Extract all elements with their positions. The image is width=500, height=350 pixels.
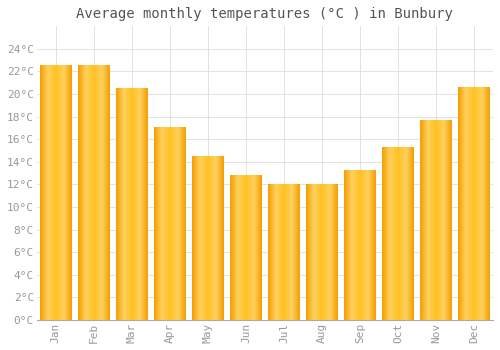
Bar bbox=[40, 66, 72, 320]
Bar bbox=[78, 66, 110, 320]
Bar bbox=[268, 184, 300, 320]
Bar bbox=[420, 120, 452, 320]
Bar bbox=[458, 87, 490, 320]
Bar bbox=[344, 171, 376, 320]
Bar bbox=[154, 128, 186, 320]
Bar bbox=[382, 147, 414, 320]
Bar bbox=[192, 156, 224, 320]
Bar bbox=[306, 184, 338, 320]
Bar bbox=[116, 89, 148, 320]
Bar bbox=[230, 175, 262, 320]
Title: Average monthly temperatures (°C ) in Bunbury: Average monthly temperatures (°C ) in Bu… bbox=[76, 7, 454, 21]
